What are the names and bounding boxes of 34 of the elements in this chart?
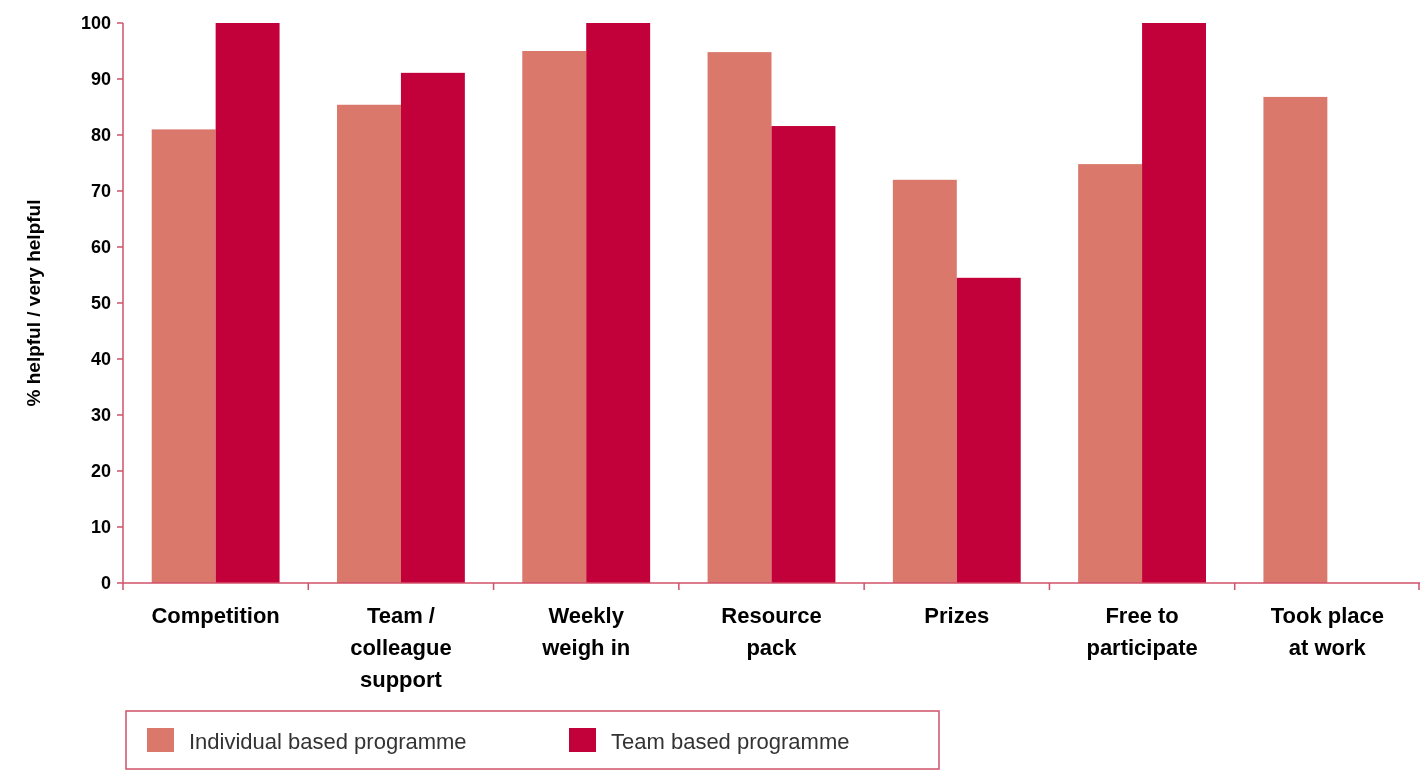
bar (771, 126, 836, 583)
bar (707, 52, 772, 583)
bar (586, 23, 651, 583)
legend-label: Individual based programme (189, 728, 467, 754)
y-tick-label: 50 (90, 293, 111, 314)
bar (151, 129, 216, 583)
x-tick-label: Team / colleague support (350, 603, 452, 692)
x-tick-label: Took place at work (1270, 603, 1385, 660)
bar (1142, 23, 1206, 583)
bar (1263, 96, 1328, 583)
legend-label: Team based programme (611, 728, 850, 754)
y-tick-label: 40 (90, 349, 111, 370)
y-tick-label: 10 (90, 517, 111, 538)
y-tick-label: 90 (90, 69, 111, 90)
bar (522, 51, 587, 583)
y-tick-label: 80 (90, 125, 111, 146)
y-tick-label: 60 (90, 237, 111, 258)
x-tick-label: Weekly weigh in (541, 603, 631, 660)
bar (892, 179, 957, 583)
y-tick-label: 100 (80, 13, 111, 34)
bar (956, 277, 1021, 583)
y-tick-label: 70 (90, 181, 111, 202)
y-tick-label: 20 (90, 461, 111, 482)
x-tick-label: Prizes (924, 603, 990, 628)
x-tick-label: Competition (151, 603, 280, 628)
y-tick-label: 0 (100, 573, 111, 594)
bar (215, 23, 280, 583)
bar (400, 72, 465, 583)
y-tick-label: 30 (90, 405, 111, 426)
bar (1078, 164, 1143, 583)
y-axis-title: % helpful / very helpful (23, 199, 44, 407)
x-tick-label: Resource pack (721, 603, 822, 660)
x-tick-label: Free to participate (1086, 603, 1198, 660)
bar (337, 104, 401, 583)
